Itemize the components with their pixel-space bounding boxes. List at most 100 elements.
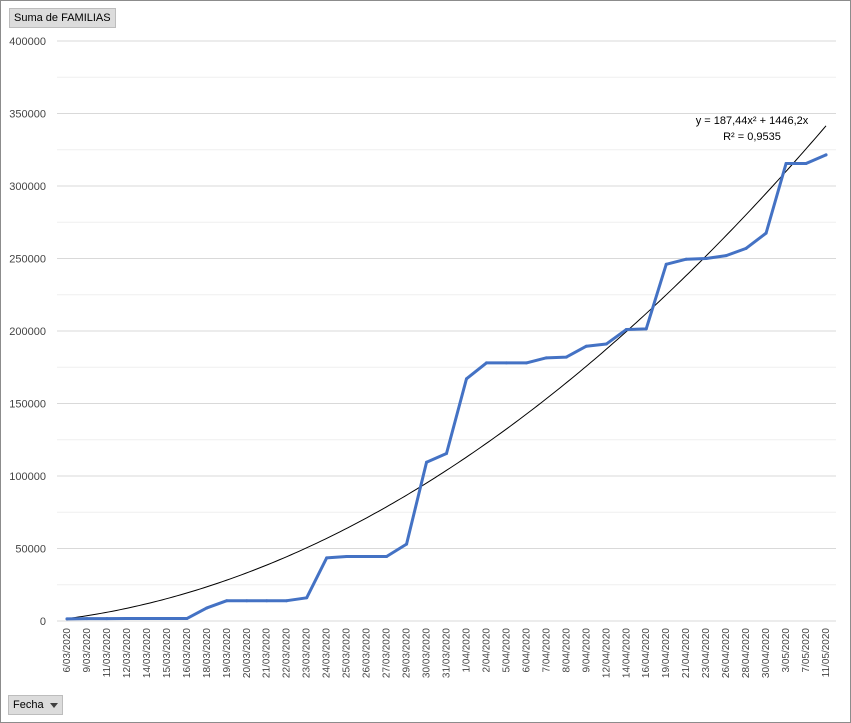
x-tick-label: 30/04/2020 [761,628,772,678]
data-point [784,162,788,166]
x-tick-label: 28/04/2020 [741,628,752,678]
x-tick-label: 14/03/2020 [142,628,153,678]
x-tick-label: 27/03/2020 [382,628,393,678]
y-tick-label: 0 [40,616,46,628]
x-tick-label: 16/04/2020 [641,628,652,678]
data-point [445,452,448,456]
data-point [724,254,728,258]
trendline-layer [66,125,827,620]
x-tick-label: 23/04/2020 [701,628,712,678]
data-point [564,355,568,359]
x-tick-label: 19/03/2020 [222,628,233,678]
data-point [484,361,488,365]
x-tick-label: 11/03/2020 [102,628,113,678]
x-tick-label: 22/03/2020 [282,628,293,678]
x-tick-label: 5/04/2020 [501,628,512,673]
series-layer [65,153,828,621]
x-tick-label: 19/04/2020 [661,628,672,678]
x-tick-label: 21/03/2020 [262,628,273,678]
x-tick-label: 30/03/2020 [422,628,433,678]
x-tick-label: 12/04/2020 [601,628,612,678]
data-point [425,460,429,464]
data-point [644,327,648,331]
data-point [405,542,409,546]
y-tick-label: 250000 [9,254,46,266]
data-point [345,554,349,558]
x-tick-label: 18/03/2020 [202,628,213,678]
y-tick-label: 150000 [9,399,46,411]
x-tick-label: 29/03/2020 [402,628,413,678]
x-tick-label: 31/03/2020 [442,628,453,678]
data-point [225,599,229,603]
data-point [624,328,628,332]
data-point [584,344,588,348]
x-tick-label: 11/05/2020 [821,628,832,678]
x-tick-label: 24/03/2020 [322,628,333,678]
value-field-button[interactable]: Suma de FAMILIAS [9,8,116,28]
trendline-equation: y = 187,44x² + 1446,2x [696,115,809,127]
x-tick-label: 2/04/2020 [481,628,492,673]
axis-field-label: Fecha [13,699,44,711]
x-tick-label: 15/03/2020 [162,628,173,678]
y-tick-label: 50000 [15,544,46,556]
data-point [125,617,129,621]
y-tick-label: 200000 [9,326,46,338]
x-tick-label: 7/04/2020 [541,628,552,673]
x-tick-label: 1/04/2020 [461,628,472,673]
y-tick-label: 350000 [9,109,46,121]
data-point [704,257,708,260]
x-axis-tick-labels: 6/03/2020 9/03/2020 11/03/2020 12/03/2020 14… [62,628,832,678]
data-point [464,377,468,381]
data-point [205,606,209,610]
data-point [305,596,309,600]
data-point [764,231,768,235]
data-point [165,617,169,621]
chevron-down-icon[interactable] [49,702,58,708]
y-tick-label: 400000 [9,36,46,48]
x-tick-label: 26/04/2020 [721,628,732,678]
x-tick-label: 8/04/2020 [561,628,572,673]
data-point [744,246,748,250]
data-point [824,153,828,157]
data-point [385,554,389,558]
data-point [85,617,89,621]
y-tick-label: 300000 [9,181,46,193]
x-tick-label: 26/03/2020 [362,628,373,678]
gridlines [57,40,836,622]
data-point [285,599,289,603]
x-tick-label: 3/05/2020 [781,628,792,673]
x-tick-label: 6/04/2020 [521,628,532,673]
x-tick-label: 21/04/2020 [681,628,692,678]
x-tick-label: 20/03/2020 [242,628,253,678]
axis-field-button[interactable]: Fecha [8,695,63,715]
value-field-label: Suma de FAMILIAS [14,12,111,24]
x-tick-label: 7/05/2020 [801,628,812,673]
data-point [245,599,249,603]
trendline-r-squared: R² = 0,9535 [723,131,781,143]
data-point [664,262,668,266]
polynomial-trendline [66,125,827,620]
data-point [265,599,269,603]
data-point [604,342,608,346]
x-tick-label: 14/04/2020 [621,628,632,678]
data-point [544,356,548,360]
x-tick-label: 12/03/2020 [122,628,133,678]
data-point [65,617,69,621]
y-tick-label: 100000 [9,471,46,483]
data-point [504,361,508,365]
x-tick-label: 23/03/2020 [302,628,313,678]
data-point [365,554,369,558]
data-point [524,361,528,365]
data-point [105,617,109,621]
data-point [684,257,688,261]
x-tick-label: 9/04/2020 [581,628,592,673]
x-tick-label: 6/03/2020 [62,628,73,673]
x-tick-label: 9/03/2020 [82,628,93,673]
data-point [185,617,189,621]
series-line [65,153,828,621]
data-point [325,556,329,560]
x-tick-label: 16/03/2020 [182,628,193,678]
x-tick-label: 25/03/2020 [342,628,353,678]
